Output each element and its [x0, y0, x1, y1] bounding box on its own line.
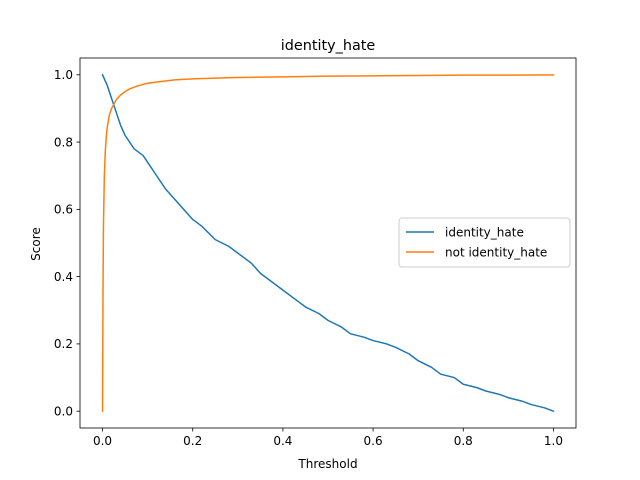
- x-axis-label: Threshold: [297, 457, 357, 471]
- x-tick-label: 0.2: [183, 434, 202, 448]
- x-tick-label: 1.0: [544, 434, 563, 448]
- series-line-identity-hate: [101, 73, 555, 413]
- x-tick-label: 0.6: [364, 434, 383, 448]
- legend-label: not identity_hate: [445, 245, 547, 259]
- legend-label: identity_hate: [445, 225, 524, 239]
- x-tick-label: 0.4: [273, 434, 292, 448]
- axes-frame: [79, 57, 577, 429]
- chart-title: identity_hate: [281, 38, 376, 54]
- y-axis-label: Score: [29, 227, 43, 261]
- plot-area: 0.0 0.2 0.4 0.6 0.8 1.0 0.0 0.2 0.4 0.6 0.8 1.0: [54, 57, 577, 448]
- y-tick-label: 0.2: [54, 337, 73, 351]
- x-tick-label: 0.0: [93, 434, 112, 448]
- legend-box: [398, 217, 571, 268]
- y-tick-label: 0.8: [54, 135, 73, 149]
- series-line-not-identity-hate: [101, 74, 555, 412]
- y-tick-label: 0.0: [54, 404, 73, 418]
- y-tick-label: 0.4: [54, 270, 73, 284]
- x-tick-label: 0.8: [454, 434, 473, 448]
- y-tick-label: 1.0: [54, 68, 73, 82]
- y-tick-label: 0.6: [54, 203, 73, 217]
